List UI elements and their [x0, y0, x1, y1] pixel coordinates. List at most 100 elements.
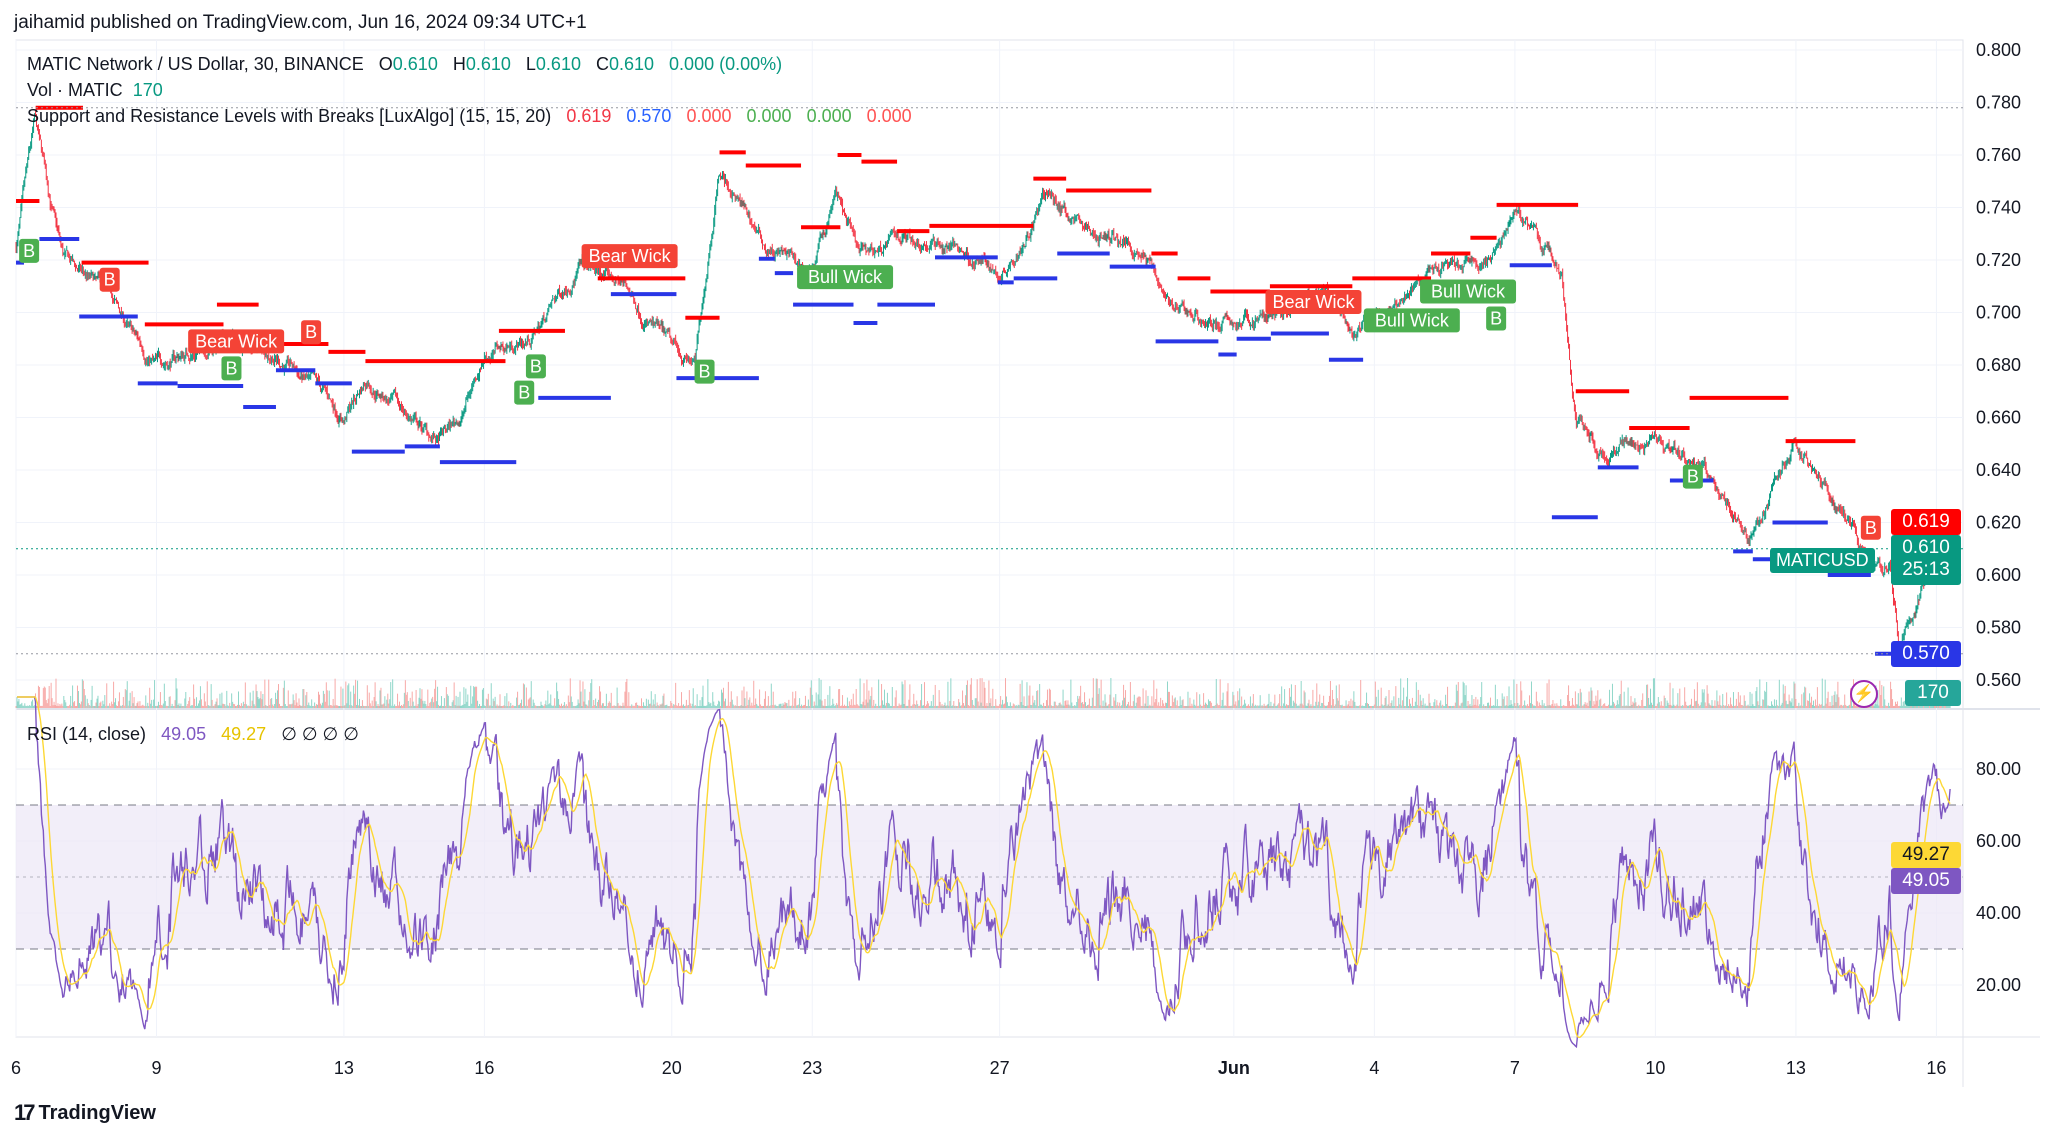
rsi-value: 49.05	[161, 724, 207, 744]
label-text: B	[23, 241, 35, 261]
label-text: Bull Wick	[808, 267, 883, 287]
bear-wick-label: Bear Wick	[1265, 290, 1362, 314]
indicator-value-6: 0.000	[866, 106, 912, 126]
bull-break-label: B	[514, 380, 535, 405]
indicator-value-3: 0.000	[686, 106, 732, 126]
label-box	[797, 265, 894, 290]
bull-break-label: B	[525, 354, 546, 379]
lightning-icon[interactable]: ⚡	[1850, 680, 1878, 708]
y-tick-label: 0.800	[1976, 40, 2021, 60]
label-text: Bear Wick	[1272, 292, 1355, 312]
publish-info: jaihamid published on TradingView.com, J…	[14, 12, 587, 33]
tradingview-logo[interactable]: 17 TradingView	[14, 1100, 156, 1126]
tradingview-logo-icon: 17	[14, 1100, 36, 1125]
x-tick-label: 27	[990, 1058, 1010, 1078]
indicator-support: 0.570	[626, 106, 672, 126]
x-tick-label: 13	[1786, 1058, 1806, 1078]
label-text: Bull Wick	[1375, 310, 1450, 330]
x-tick-label: 7	[1510, 1058, 1520, 1078]
volume-label: Vol · MATIC	[27, 80, 123, 100]
rsi-ma-value: 49.27	[221, 724, 267, 744]
change-value: 0.000 (0.00%)	[669, 54, 783, 74]
x-tick-label: 9	[152, 1058, 162, 1078]
rsi-tick-label: 40.00	[1976, 903, 2021, 923]
indicator-value-5: 0.000	[806, 106, 852, 126]
volume-badge: 170	[1905, 680, 1961, 706]
indicator-legend[interactable]: Support and Resistance Levels with Break…	[27, 106, 922, 127]
label-text: Bear Wick	[195, 331, 278, 351]
y-tick-label: 0.600	[1976, 565, 2021, 585]
rsi-legend[interactable]: RSI (14, close) 49.05 49.27 ∅ ∅ ∅ ∅	[27, 724, 369, 745]
bull-break-label: B	[694, 359, 715, 384]
volume-legend[interactable]: Vol · MATIC 170	[27, 80, 173, 101]
indicator-resistance: 0.619	[566, 106, 612, 126]
label-text: B	[1865, 518, 1877, 538]
label-box	[1363, 308, 1460, 333]
x-tick-label: 16	[474, 1058, 494, 1078]
label-box	[1860, 515, 1881, 540]
bull-wick-label: Bull Wick	[1363, 308, 1460, 333]
label-text: B	[530, 356, 542, 376]
bear-break-label: B	[301, 320, 322, 345]
bar-countdown: 25:13	[1902, 559, 1950, 580]
label-box	[525, 354, 546, 379]
symbol-title[interactable]: MATIC Network / US Dollar, 30, BINANCE	[27, 54, 364, 74]
label-box	[1265, 290, 1362, 314]
symbol-legend: MATIC Network / US Dollar, 30, BINANCE O…	[27, 54, 792, 75]
bull-break-label: B	[19, 238, 40, 263]
label-box	[694, 359, 715, 384]
close-label: C	[595, 54, 609, 74]
label-box	[1486, 306, 1507, 331]
low-value: 0.610	[535, 54, 581, 74]
x-tick-label: 23	[802, 1058, 822, 1078]
rsi-ma-line	[17, 696, 1951, 1039]
ticker-label: MATICUSD	[1770, 548, 1875, 573]
rsi-tick-label: 20.00	[1976, 975, 2021, 995]
volume-value: 170	[132, 80, 163, 100]
bear-break-label: B	[99, 267, 120, 292]
label-text: Bull Wick	[1431, 282, 1506, 302]
rsi-tick-label: 80.00	[1976, 759, 2021, 779]
rsi-ma-badge: 49.27	[1891, 842, 1961, 868]
label-box	[99, 267, 120, 292]
rsi-line	[17, 696, 1951, 1049]
label-box	[221, 356, 242, 381]
x-tick-label: 16	[1926, 1058, 1946, 1078]
label-text: B	[699, 362, 711, 382]
label-text: B	[225, 358, 237, 378]
bull-wick-label: Bull Wick	[797, 265, 894, 290]
x-tick-label: 10	[1645, 1058, 1665, 1078]
low-label: L	[525, 54, 536, 74]
label-box	[581, 244, 678, 269]
candles	[15, 110, 1951, 654]
y-tick-label: 0.700	[1976, 303, 2021, 323]
y-tick-label: 0.660	[1976, 408, 2021, 428]
label-box	[514, 380, 535, 405]
bull-break-label: B	[1682, 464, 1703, 489]
label-text: B	[1490, 309, 1502, 329]
label-text: B	[305, 322, 317, 342]
bull-break-label: B	[1486, 306, 1507, 331]
label-text: B	[1687, 467, 1699, 487]
bear-break-label: B	[1860, 515, 1881, 540]
y-tick-label: 0.760	[1976, 145, 2021, 165]
x-tick-label: 6	[11, 1058, 21, 1078]
indicator-value-4: 0.000	[746, 106, 792, 126]
x-tick-label: 13	[334, 1058, 354, 1078]
x-tick-label: Jun	[1218, 1058, 1250, 1078]
high-label: H	[452, 54, 466, 74]
open-value: 0.610	[392, 54, 438, 74]
rsi-tick-label: 60.00	[1976, 831, 2021, 851]
bear-wick-label: Bear Wick	[188, 329, 285, 354]
bear-wick-label: Bear Wick	[581, 244, 678, 269]
label-box	[1420, 279, 1517, 304]
label-box	[301, 320, 322, 345]
y-tick-label: 0.740	[1976, 198, 2021, 218]
y-tick-label: 0.780	[1976, 93, 2021, 113]
indicator-label: Support and Resistance Levels with Break…	[27, 106, 552, 126]
rsi-badge: 49.05	[1891, 868, 1961, 894]
y-tick-label: 0.620	[1976, 513, 2021, 533]
label-box	[1682, 464, 1703, 489]
close-value: 0.610	[608, 54, 655, 74]
